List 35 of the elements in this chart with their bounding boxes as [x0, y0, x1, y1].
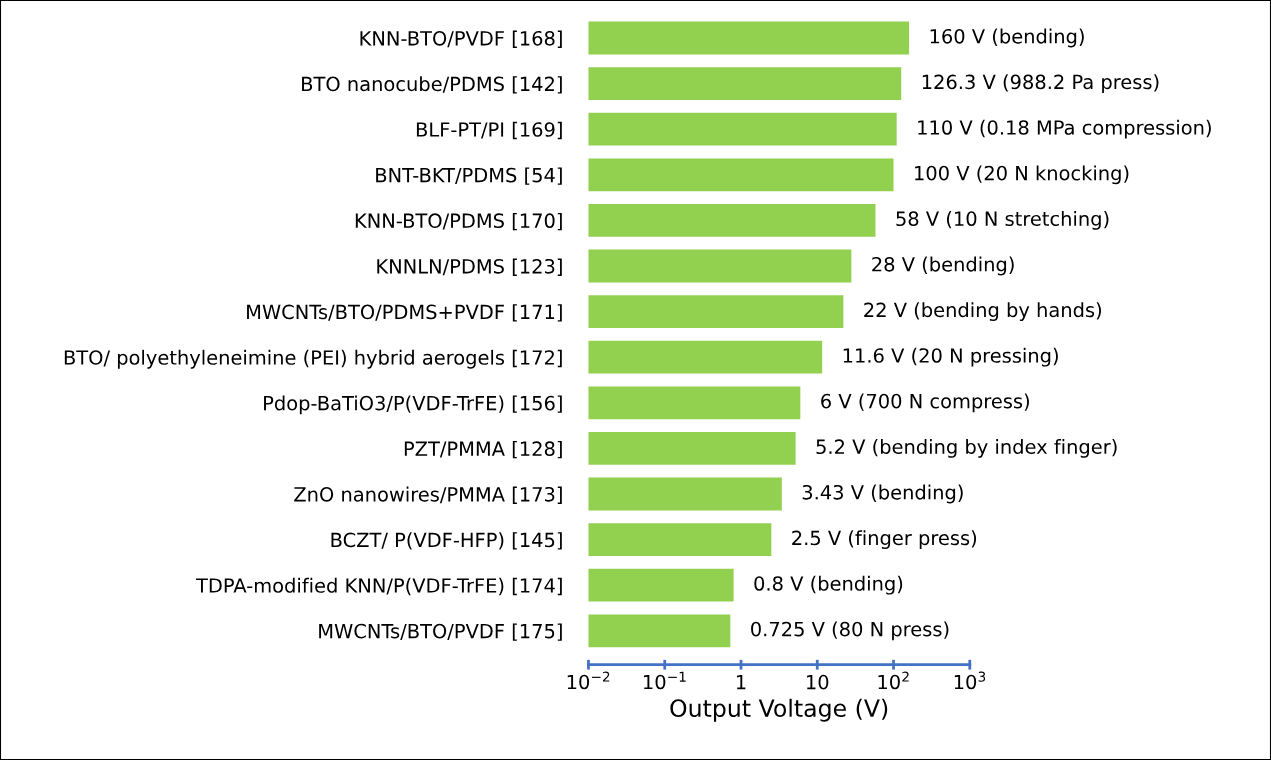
x-axis-title: Output Voltage (V)	[670, 698, 888, 722]
y-tick-label: BTO/ polyethyleneimine (PEI) hybrid aerogels [172]	[64, 349, 562, 369]
data-label: 3.43 V (bending)	[802, 484, 963, 504]
y-tick-label: KNN-BTO/PDMS [170]	[355, 213, 562, 231]
x-tick-label: 10$^{−2}$	[567, 671, 610, 690]
y-tick-label: KNNLN/PDMS [123]	[377, 258, 562, 276]
y-tick-label: Pdop-BaTiO3/P(VDF-TrFE) [156]	[264, 395, 562, 415]
x-tick-label: 10$^{−1}$	[644, 671, 686, 690]
y-tick-label: PZT/PMMA [128]	[404, 441, 562, 459]
data-label: 22 V (bending by hands)	[864, 302, 1102, 322]
x-tick-label: 10	[807, 674, 829, 690]
x-tick-label: 1	[736, 675, 746, 690]
y-tick-label: BTO nanocube/PDMS [142]	[302, 76, 562, 94]
y-tick-label: BCZT/ P(VDF-HFP) [145]	[331, 532, 562, 550]
data-label: 6 V (700 N compress)	[821, 393, 1029, 413]
data-label: 160 V (bending)	[930, 28, 1084, 48]
y-tick-label: KNN-BTO/PVDF [168]	[360, 30, 562, 48]
y-tick-label: BNT-BKT/PDMS [54]	[376, 167, 562, 185]
data-label: 0.8 V (bending)	[754, 575, 903, 595]
data-label: 0.725 V (80 N press)	[751, 621, 949, 641]
y-tick-label: MWCNTs/BTO/PDMS+PVDF [171]	[247, 304, 562, 322]
data-label: 28 V (bending)	[872, 256, 1014, 276]
y-tick-label: TDPA-modified KNN/P(VDF-TrFE) [174]	[195, 577, 562, 596]
data-label: 5.2 V (bending by index finger)	[816, 438, 1117, 458]
data-label: 58 V (10 N stretching)	[896, 210, 1109, 230]
data-label: 100 V (20 N knocking)	[915, 165, 1129, 185]
data-label: 2.5 V (finger press)	[792, 530, 977, 550]
x-tick-label: 10$^{3}$	[954, 671, 986, 690]
y-tick-label: ZnO nanowires/PMMA [173]	[294, 486, 562, 504]
y-tick-label: BLF-PT/PI [169]	[416, 121, 562, 140]
x-tick-label: 10$^{2}$	[878, 671, 909, 690]
data-label: 110 V (0.18 MPa compression)	[918, 119, 1211, 139]
y-tick-label: MWCNTs/BTO/PVDF [175]	[319, 623, 562, 641]
data-label: 11.6 V (20 N pressing)	[843, 347, 1058, 367]
data-label: 126.3 V (988.2 Pa press)	[922, 74, 1159, 94]
